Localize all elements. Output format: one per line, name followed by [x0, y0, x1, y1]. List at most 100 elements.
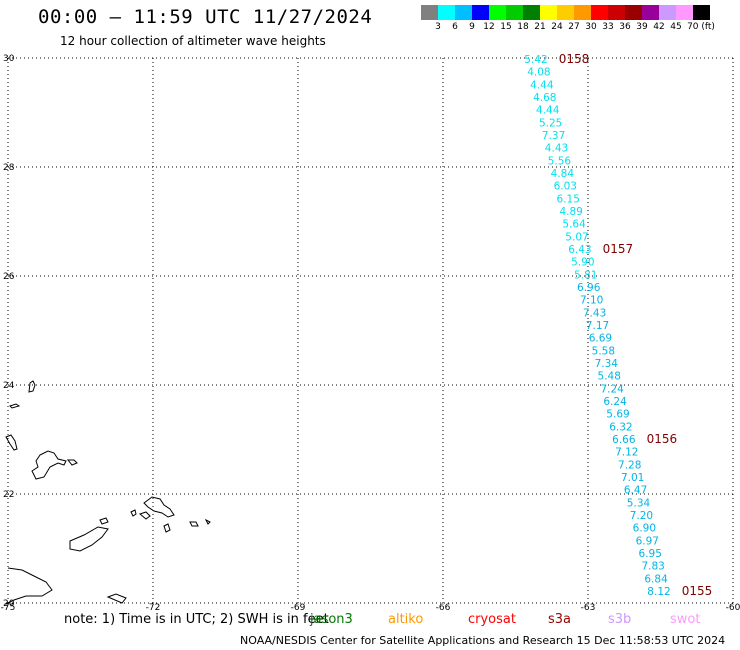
mission-swot: swot: [670, 612, 701, 627]
island-outline: [99, 517, 109, 525]
island-outline: [130, 509, 137, 517]
island-outline: [163, 523, 171, 533]
color-swatch: [438, 5, 455, 20]
lon-label: -75: [1, 603, 16, 613]
island-outline: [138, 511, 151, 520]
wave-height-label: 7.01: [621, 472, 644, 484]
color-swatch: [693, 5, 710, 20]
wave-height-label: 7.83: [641, 561, 664, 573]
wave-height-label: 5.42: [524, 54, 547, 66]
wave-height-label: 5.56: [548, 155, 572, 167]
wave-height-label: 6.90: [633, 523, 656, 535]
lat-label: 30: [3, 54, 15, 64]
island-outline: [31, 450, 67, 480]
color-swatch: [489, 5, 506, 20]
wave-height-label: 6.66: [612, 434, 636, 446]
color-swatch: [642, 5, 659, 20]
wave-height-label: 4.44: [530, 79, 554, 91]
satellite-track: 5.424.084.444.684.445.257.374.435.564.84…: [524, 52, 712, 598]
wave-height-label: 7.12: [615, 447, 638, 459]
lat-lon-grid: [7, 57, 734, 604]
wave-height-label: 6.32: [609, 421, 632, 433]
lat-label: 22: [3, 490, 14, 500]
time-label: 0156: [647, 432, 678, 446]
color-scale-label: 45: [670, 22, 682, 32]
lon-label: -72: [146, 603, 161, 613]
color-scale-label: 15: [500, 22, 512, 32]
wave-height-label: 6.43: [568, 244, 591, 256]
color-swatch: [421, 5, 438, 20]
color-scale-label: 30: [585, 22, 597, 32]
island-outline: [189, 521, 199, 527]
time-label: 0155: [682, 584, 713, 598]
color-scale-label: 70 (ft): [687, 22, 715, 32]
island-outline: [5, 567, 53, 605]
wave-height-label: 6.15: [557, 193, 580, 205]
color-scale-label: 42: [653, 22, 665, 32]
wave-height-label: 5.58: [592, 345, 615, 357]
wave-height-label: 5.90: [571, 257, 594, 269]
wave-height-label: 6.47: [624, 485, 647, 497]
map-title: 00:00 – 11:59 UTC 11/27/2024: [38, 6, 373, 28]
mission-cryosat: cryosat: [468, 612, 516, 627]
color-swatch: [523, 5, 540, 20]
wave-height-label: 4.68: [533, 92, 556, 104]
wave-height-label: 5.48: [598, 371, 621, 383]
island-outline: [143, 496, 175, 518]
color-swatch: [591, 5, 608, 20]
wave-height-label: 6.96: [577, 282, 601, 294]
color-scale-label: 39: [636, 22, 648, 32]
lon-label: -66: [436, 603, 451, 613]
color-swatch: [659, 5, 676, 20]
time-label: 0158: [559, 52, 590, 66]
wave-height-label: 5.34: [627, 497, 651, 509]
mission-jason3: jason3: [310, 612, 353, 627]
lon-label: -63: [581, 603, 596, 613]
color-scale-label: 21: [534, 22, 546, 32]
mission-s3b: s3b: [608, 612, 632, 627]
color-scale-label: 36: [619, 22, 631, 32]
footer-note: note: 1) Time is in UTC; 2) SWH is in fe…: [64, 612, 329, 627]
color-swatch: [472, 5, 489, 20]
wave-height-label: 5.25: [539, 117, 562, 129]
mission-s3a: s3a: [548, 612, 572, 627]
map-subtitle: 12 hour collection of altimeter wave hei…: [60, 34, 326, 48]
wave-height-label: 4.84: [551, 168, 575, 180]
wave-height-label: 5.69: [606, 409, 629, 421]
color-swatch: [455, 5, 472, 20]
mission-altiko: altiko: [388, 612, 424, 627]
lon-label: -60: [726, 603, 740, 613]
wave-height-label: 4.89: [559, 206, 582, 218]
color-swatch: [557, 5, 574, 20]
wave-height-label: 7.17: [586, 320, 609, 332]
color-swatch: [574, 5, 591, 20]
lat-label: 26: [3, 272, 15, 282]
color-swatch: [540, 5, 557, 20]
color-scale-label: 18: [517, 22, 529, 32]
wave-height-label: 6.03: [554, 181, 577, 193]
wave-height-label: 8.12: [647, 586, 670, 598]
wave-height-label: 7.37: [542, 130, 565, 142]
wave-height-label: 4.44: [536, 105, 560, 117]
wave-height-label: 4.43: [545, 143, 568, 155]
wave-height-label: 6.97: [636, 535, 659, 547]
island-outline: [69, 526, 109, 552]
island-outline: [204, 518, 211, 525]
color-scale-label: 3: [435, 22, 441, 32]
wave-height-label: 6.24: [603, 396, 627, 408]
lat-label: 28: [3, 163, 15, 173]
lat-label: 24: [3, 381, 15, 391]
color-scale-label: 24: [551, 22, 563, 32]
wave-height-label: 7.28: [618, 459, 641, 471]
color-scale-label: 27: [568, 22, 580, 32]
wave-height-label: 4.08: [527, 67, 550, 79]
axis-labels: 30 28 26 24 22 20-75 -72 -69 -66 -63 -60: [1, 54, 740, 613]
wave-height-label: 5.81: [574, 269, 597, 281]
wave-height-label: 7.43: [583, 307, 606, 319]
wave-height-label: 6.69: [589, 333, 612, 345]
color-scale-label: 33: [602, 22, 614, 32]
credit-line: NOAA/NESDIS Center for Satellite Applica…: [240, 634, 726, 647]
wave-height-label: 7.34: [595, 358, 619, 370]
